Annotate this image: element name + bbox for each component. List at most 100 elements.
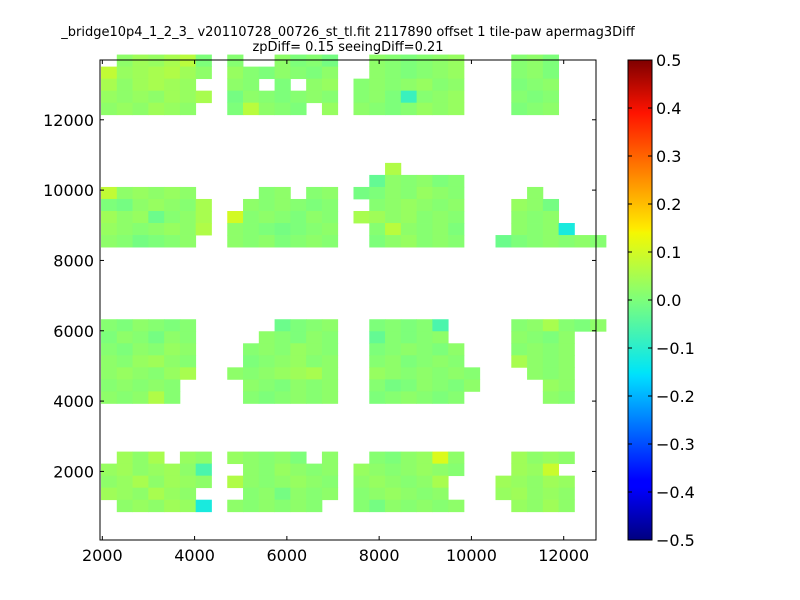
heatmap-cell	[274, 235, 291, 248]
heatmap-cell	[527, 78, 544, 92]
heatmap-cell	[321, 379, 339, 392]
heatmap-cell	[101, 355, 118, 368]
heatmap-cell	[385, 499, 402, 513]
heatmap-cell	[416, 499, 433, 513]
heatmap-cell	[385, 475, 402, 489]
colorbar-tick-label: −0.5	[656, 531, 695, 550]
heatmap-cell	[432, 331, 449, 344]
heatmap-cell	[101, 186, 118, 200]
heatmap-cell	[258, 66, 275, 80]
heatmap-cell	[132, 235, 149, 248]
heatmap-cell	[321, 463, 339, 477]
heatmap-cell	[243, 211, 260, 224]
heatmap-cell	[227, 475, 244, 489]
heatmap-cell	[195, 451, 212, 465]
heatmap-cell	[527, 451, 544, 465]
heatmap-cell	[542, 463, 560, 477]
heatmap-cell	[448, 186, 465, 200]
heatmap-cell	[542, 78, 560, 92]
heatmap-cell	[321, 223, 339, 236]
heatmap-cell	[274, 198, 291, 212]
heatmap-cell	[590, 235, 607, 248]
heatmap-cell	[132, 54, 149, 68]
heatmap-cell	[306, 198, 323, 212]
heatmap-cell	[416, 391, 433, 404]
chart-title-line-2: zpDiff= 0.15 seeingDiff=0.21	[252, 40, 444, 55]
heatmap-cell	[290, 367, 307, 380]
heatmap-cell	[179, 90, 197, 104]
heatmap-cell	[116, 451, 133, 465]
heatmap-cell	[195, 463, 212, 477]
heatmap-cell	[558, 451, 575, 465]
heatmap-cell	[321, 475, 339, 489]
heatmap-cell	[164, 367, 181, 380]
heatmap-cell	[369, 451, 386, 465]
heatmap-cell	[274, 343, 291, 356]
heatmap-cell	[179, 223, 197, 236]
heatmap-cell	[495, 487, 512, 501]
heatmap-cell	[321, 211, 339, 224]
heatmap-cell	[179, 235, 197, 248]
heatmap-cell	[542, 355, 560, 368]
heatmap-cell	[369, 367, 386, 380]
heatmap-cell	[400, 343, 418, 356]
heatmap-cell	[558, 331, 575, 344]
heatmap-cell	[101, 475, 118, 489]
y-tick-label: 2000	[53, 462, 94, 481]
heatmap-cell	[432, 211, 449, 224]
heatmap-cell	[369, 102, 386, 116]
heatmap-cell	[321, 78, 339, 92]
heatmap-cell	[116, 211, 133, 224]
heatmap-cell	[290, 343, 307, 356]
heatmap-cell	[558, 499, 575, 513]
heatmap-cell	[432, 54, 449, 68]
heatmap-cell	[558, 223, 575, 236]
heatmap-cell	[195, 499, 212, 513]
heatmap-cell	[511, 66, 528, 80]
heatmap-cell	[385, 331, 402, 344]
heatmap-cell	[195, 211, 212, 224]
heatmap-cell	[432, 451, 449, 465]
heatmap-cell	[227, 451, 244, 465]
heatmap-cell	[400, 463, 418, 477]
heatmap-cell	[321, 451, 339, 465]
heatmap-cell	[369, 186, 386, 200]
heatmap-cell	[258, 235, 275, 248]
heatmap-cell	[132, 463, 149, 477]
heatmap-cell	[511, 343, 528, 356]
heatmap-cell	[164, 379, 181, 392]
heatmap-cell	[243, 223, 260, 236]
heatmap-cell	[148, 379, 165, 392]
heatmap-cell	[306, 355, 323, 368]
heatmap-cell	[527, 102, 544, 116]
heatmap-cell	[369, 198, 386, 212]
heatmap-cell	[101, 367, 118, 380]
heatmap-cell	[148, 463, 165, 477]
heatmap-cell	[179, 186, 197, 200]
heatmap-cell	[179, 499, 197, 513]
heatmap-cell	[306, 223, 323, 236]
heatmap-cell	[369, 319, 386, 332]
heatmap-cell	[369, 343, 386, 356]
y-tick-label: 6000	[53, 322, 94, 341]
heatmap-cell	[416, 198, 433, 212]
heatmap-cell	[353, 186, 370, 200]
heatmap-cell	[400, 475, 418, 489]
heatmap-cell	[542, 343, 560, 356]
heatmap-cell	[400, 174, 418, 188]
heatmap-cell	[511, 211, 528, 224]
heatmap-cell	[527, 54, 544, 68]
heatmap-cell	[164, 223, 181, 236]
heatmap-cell	[385, 391, 402, 404]
heatmap-cell	[258, 379, 275, 392]
heatmap-cell	[164, 235, 181, 248]
heatmap-cell	[227, 78, 244, 92]
x-tick-label: 2000	[82, 546, 123, 565]
heatmap-cell	[258, 198, 275, 212]
heatmap-cell	[101, 343, 118, 356]
colorbar-tick-label: 0.2	[656, 195, 681, 214]
heatmap-cell	[353, 78, 370, 92]
heatmap-cell	[385, 78, 402, 92]
heatmap-cell	[416, 235, 433, 248]
heatmap-cell	[448, 391, 465, 404]
